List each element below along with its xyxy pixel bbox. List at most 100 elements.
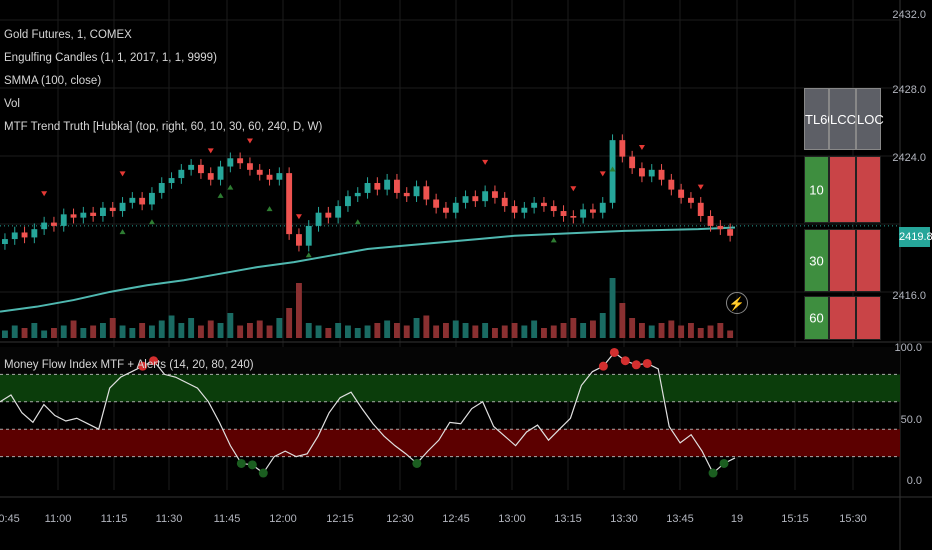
mtf-row-label: 30 (809, 253, 824, 268)
candle (60, 214, 67, 226)
time-tick: 12:45 (442, 513, 470, 525)
volume-bar (599, 313, 606, 338)
candle (599, 202, 606, 213)
candle (247, 163, 253, 170)
mfi-oversold-alert (247, 460, 257, 470)
mtf-cell: 10 (804, 156, 829, 223)
candle (394, 179, 400, 193)
time-tick: 11:15 (100, 513, 128, 525)
symbol-legend[interactable]: Gold Futures, 1, COMEX (4, 29, 132, 41)
volume-bar (286, 308, 293, 338)
candle (511, 206, 518, 213)
candle (668, 179, 675, 190)
candle (697, 202, 704, 216)
engulfing-legend[interactable]: Engulfing Candles (1, 1, 2017, 1, 1, 999… (4, 52, 217, 64)
volume-bar (374, 323, 381, 338)
candle (198, 164, 204, 174)
candle (403, 192, 410, 197)
time-tick: 11:00 (44, 513, 72, 525)
volume-bar (717, 323, 724, 338)
volume-bar (345, 325, 351, 338)
volume-bar (403, 325, 410, 338)
volume-bar (443, 323, 449, 338)
volume-bar (207, 320, 214, 338)
mfi-overbought-alert (642, 358, 652, 368)
candle (560, 211, 567, 216)
candle (688, 197, 694, 203)
volume-bar (21, 328, 28, 338)
bullish-signal (266, 206, 273, 212)
mfi-overbought-alert (149, 356, 159, 366)
volume-bar (688, 323, 694, 338)
volume-bar (678, 325, 685, 338)
osc-tick: 0.0 (906, 475, 922, 487)
candle (325, 212, 332, 218)
mfi-overbought-alert (138, 361, 148, 371)
time-tick: 11:45 (213, 513, 241, 525)
candle (11, 232, 18, 240)
mfi-legend[interactable]: Money Flow Index MTF + Alerts (14, 20, 8… (4, 359, 254, 371)
vol-legend[interactable]: Vol (4, 98, 20, 110)
candle (139, 197, 146, 205)
time-tick: 15:15 (781, 513, 809, 525)
volume-bar (541, 328, 547, 338)
time-tick: 11:30 (155, 513, 183, 525)
volume-bar (119, 325, 126, 338)
candle (100, 207, 106, 216)
candle (521, 207, 528, 213)
mtf-cell (829, 156, 856, 223)
bearish-signal (638, 145, 645, 151)
volume-bar (247, 323, 253, 338)
candle (374, 183, 381, 190)
time-tick: 19 (730, 513, 744, 525)
mtf-cell (829, 229, 856, 292)
smma-legend[interactable]: SMMA (100, close) (4, 75, 102, 87)
volume-bar (354, 328, 361, 338)
time-tick: 13:00 (498, 513, 526, 525)
volume-bar (384, 320, 391, 338)
candle (531, 202, 538, 208)
bullish-signal (305, 252, 312, 258)
bullish-signal (217, 192, 224, 198)
candle (423, 186, 430, 200)
candle (286, 173, 293, 235)
candle (237, 158, 244, 164)
bullish-signal (148, 219, 155, 225)
bearish-signal (482, 159, 489, 165)
bearish-signal (246, 138, 253, 144)
bearish-signal (41, 191, 48, 197)
volume-bar (129, 328, 136, 338)
bearish-signal (570, 186, 577, 192)
mtf-row-label: 10 (809, 182, 824, 197)
candle (276, 173, 283, 180)
time-tick: 12:00 (269, 513, 297, 525)
candle (550, 206, 557, 212)
time-tick: 13:15 (554, 513, 582, 525)
lightning-icon[interactable]: ⚡ (726, 292, 748, 314)
mtf-legend[interactable]: MTF Trend Truth [Hubka] (top, right, 60,… (4, 121, 323, 133)
mtf-cell (856, 296, 881, 340)
time-tick: 12:15 (326, 513, 354, 525)
price-tick: 2416.0 (892, 290, 926, 302)
volume-bar (727, 330, 734, 338)
volume-bar (472, 325, 479, 338)
candle (119, 202, 126, 212)
mtf-cell (856, 156, 881, 223)
volume-bar (305, 323, 312, 338)
volume-bar (570, 318, 577, 338)
volume-bar (423, 315, 430, 338)
mfi-oversold-alert (258, 468, 268, 478)
candle (217, 166, 224, 180)
candle (452, 202, 459, 213)
candle (31, 229, 38, 238)
price-tick: 2428.0 (892, 84, 926, 96)
volume-bar (521, 325, 528, 338)
volume-bar (139, 323, 146, 338)
candle (178, 169, 185, 179)
bullish-signal (227, 184, 234, 190)
volume-bar (168, 315, 175, 338)
candle (364, 183, 371, 193)
candle (305, 225, 312, 246)
candle (433, 199, 440, 208)
candle (384, 179, 391, 190)
